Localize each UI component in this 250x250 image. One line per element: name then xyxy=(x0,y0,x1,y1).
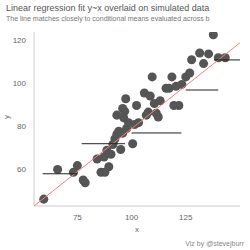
svg-text:120: 120 xyxy=(13,36,27,45)
html-text:The line matches closely to co: The line matches closely to conditional … xyxy=(6,15,210,22)
html-text:Linear regression fit y~x over: Linear regression fit y~x overlaid on si… xyxy=(6,3,210,13)
html-text:Viz by @stevejburr: Viz by @stevejburr xyxy=(185,240,244,247)
svg-text:x: x xyxy=(135,225,139,234)
svg-text:100: 100 xyxy=(13,79,27,88)
svg-text:125: 125 xyxy=(179,213,193,222)
svg-text:60: 60 xyxy=(17,165,26,174)
svg-text:100: 100 xyxy=(125,213,139,222)
svg-text:75: 75 xyxy=(73,213,82,222)
svg-text:80: 80 xyxy=(17,122,26,131)
svg-text:y: y xyxy=(8,115,11,119)
